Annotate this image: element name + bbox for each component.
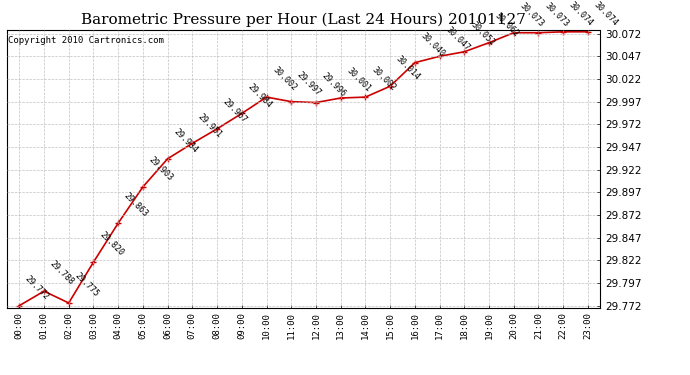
Text: 30.001: 30.001 <box>345 66 373 94</box>
Text: 29.903: 29.903 <box>147 155 175 183</box>
Text: 29.788: 29.788 <box>48 260 76 287</box>
Text: 30.047: 30.047 <box>444 24 471 52</box>
Text: 30.002: 30.002 <box>370 65 397 93</box>
Text: 29.951: 29.951 <box>197 112 224 139</box>
Text: 30.002: 30.002 <box>270 65 298 93</box>
Text: 29.863: 29.863 <box>122 191 150 219</box>
Text: 29.996: 29.996 <box>320 71 348 98</box>
Text: 29.820: 29.820 <box>97 230 125 258</box>
Text: 30.014: 30.014 <box>394 54 422 82</box>
Text: Copyright 2010 Cartronics.com: Copyright 2010 Cartronics.com <box>8 36 164 45</box>
Text: 30.073: 30.073 <box>518 1 546 28</box>
Text: 29.934: 29.934 <box>172 127 199 154</box>
Text: 29.775: 29.775 <box>73 271 101 299</box>
Text: 30.052: 30.052 <box>469 20 496 48</box>
Text: 30.073: 30.073 <box>542 1 570 28</box>
Text: 29.984: 29.984 <box>246 82 273 109</box>
Text: 30.074: 30.074 <box>567 0 595 28</box>
Text: 29.997: 29.997 <box>295 70 323 98</box>
Text: 30.062: 30.062 <box>493 11 521 39</box>
Text: 29.772: 29.772 <box>23 274 51 302</box>
Text: 29.967: 29.967 <box>221 97 249 124</box>
Text: 30.074: 30.074 <box>592 0 620 28</box>
Title: Barometric Pressure per Hour (Last 24 Hours) 20101127: Barometric Pressure per Hour (Last 24 Ho… <box>81 13 526 27</box>
Text: 30.040: 30.040 <box>419 31 446 58</box>
